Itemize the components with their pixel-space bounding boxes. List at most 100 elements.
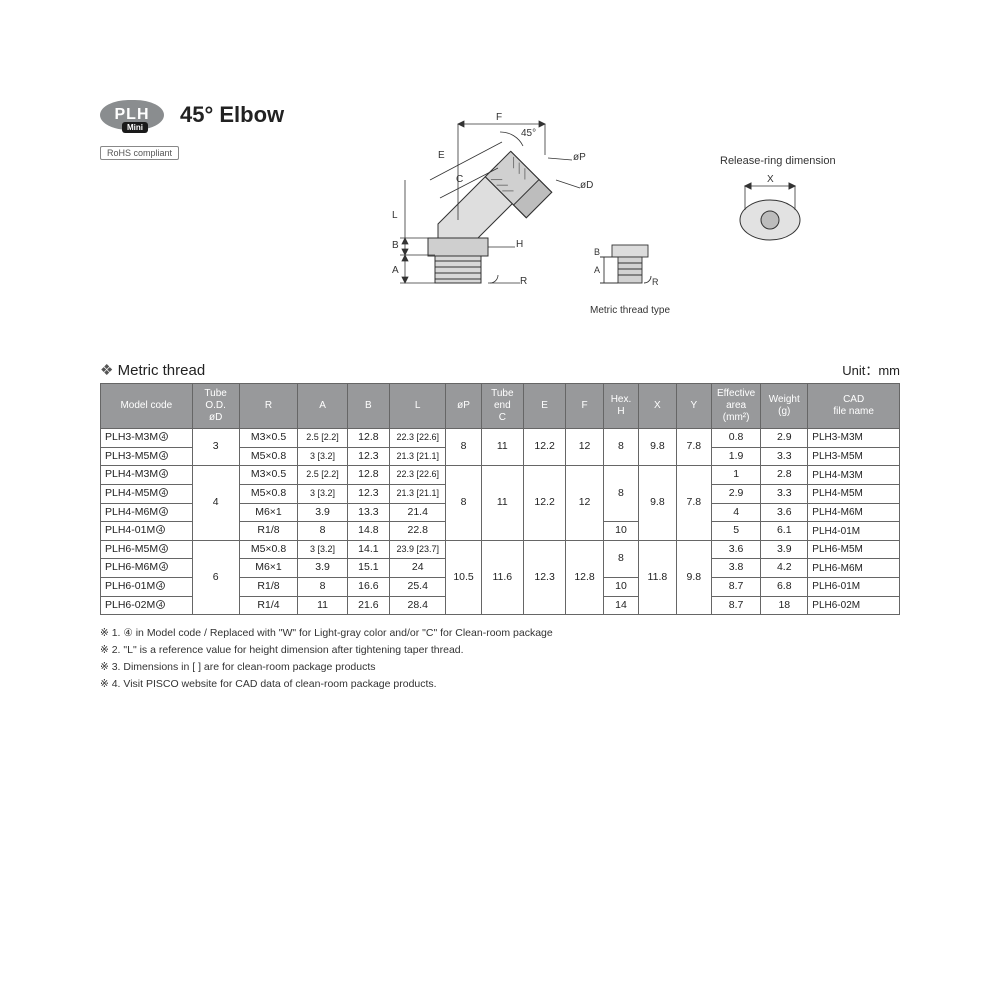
cell: 21.6	[347, 596, 389, 615]
cell: 22.3 [22.6]	[390, 429, 446, 448]
product-badge: PLH Mini	[100, 100, 170, 140]
footnote: 2. "L" is a reference value for height d…	[100, 642, 900, 659]
dim-A: A	[392, 265, 399, 276]
dim-F: F	[496, 112, 502, 123]
cell: 12.8	[347, 466, 389, 485]
col-header: Hex.H	[603, 384, 638, 429]
cell: 3.9	[761, 540, 808, 559]
table-row: PLH3-M3M43M3×0.52.5 [2.2]12.822.3 [22.6]…	[101, 429, 900, 448]
col-header: Y	[676, 384, 711, 429]
cell: 14.1	[347, 540, 389, 559]
cell: 21.3 [21.1]	[390, 484, 446, 503]
cell: M5×0.8	[239, 484, 298, 503]
cell: 2.5 [2.2]	[298, 429, 347, 448]
svg-text:A: A	[594, 265, 600, 275]
cell: 11	[481, 466, 523, 541]
cell: 5	[711, 522, 760, 541]
cell: 8	[298, 522, 347, 541]
cell: 8	[603, 540, 638, 577]
cell: 12.3	[347, 484, 389, 503]
dim-C: C	[456, 174, 463, 185]
cell: PLH6-02M	[808, 596, 900, 615]
cell: PLH6-01M	[808, 578, 900, 597]
model-code: PLH6-01M4	[101, 578, 193, 597]
page-title: 45° Elbow	[180, 102, 284, 128]
technical-diagram: A B R X F 45° E C øP øD L B A	[320, 80, 870, 325]
col-header: E	[523, 384, 565, 429]
model-code: PLH4-M3M4	[101, 466, 193, 485]
svg-text:B: B	[594, 247, 600, 257]
cell: 11	[298, 596, 347, 615]
col-header: X	[639, 384, 677, 429]
cell: 8	[298, 578, 347, 597]
cell: 10.5	[446, 540, 481, 615]
cell: PLH6-M5M	[808, 540, 900, 559]
cell: 9.8	[676, 540, 711, 615]
release-ring-label: Release-ring dimension	[720, 155, 836, 167]
cell: PLH4-M6M	[808, 503, 900, 522]
dim-E: E	[438, 150, 445, 161]
cell: 3 [3.2]	[298, 484, 347, 503]
cell: 1.9	[711, 447, 760, 466]
cell: 12.2	[523, 466, 565, 541]
svg-text:X: X	[767, 174, 774, 185]
cell: 8.7	[711, 578, 760, 597]
model-code: PLH4-M6M4	[101, 503, 193, 522]
footnotes: 1. ④ in Model code / Replaced with "W" f…	[100, 625, 900, 692]
cell: 8	[446, 429, 481, 466]
metric-thread-type-label: Metric thread type	[590, 305, 670, 316]
model-code: PLH6-M5M4	[101, 540, 193, 559]
dim-P: øP	[573, 152, 586, 163]
cell: 3 [3.2]	[298, 540, 347, 559]
cell: 28.4	[390, 596, 446, 615]
cell: 12.8	[347, 429, 389, 448]
cell: PLH6-M6M	[808, 559, 900, 578]
cell: R1/4	[239, 596, 298, 615]
footnote: 4. Visit PISCO website for CAD data of c…	[100, 676, 900, 693]
col-header: Effective area(mm²)	[711, 384, 760, 429]
col-header: Model code	[101, 384, 193, 429]
cell: M3×0.5	[239, 429, 298, 448]
col-header: B	[347, 384, 389, 429]
cell: 9.8	[639, 429, 677, 466]
cell: 4.2	[761, 559, 808, 578]
cell: R1/8	[239, 522, 298, 541]
dim-L: L	[392, 210, 398, 221]
section-header: Metric thread Unit：mm	[100, 360, 900, 379]
cell: 4	[192, 466, 239, 541]
cell: 6.8	[761, 578, 808, 597]
cell: 6	[192, 540, 239, 615]
cell: 12.3	[523, 540, 565, 615]
cell: 12	[566, 466, 604, 541]
cell: M6×1	[239, 503, 298, 522]
cell: 8	[603, 429, 638, 466]
col-header: Weight(g)	[761, 384, 808, 429]
cell: 16.6	[347, 578, 389, 597]
cell: 3.3	[761, 484, 808, 503]
cell: 22.8	[390, 522, 446, 541]
cell: 12.2	[523, 429, 565, 466]
cell: 25.4	[390, 578, 446, 597]
cell: M3×0.5	[239, 466, 298, 485]
cell: PLH4-M3M	[808, 466, 900, 485]
cell: 3.9	[298, 559, 347, 578]
model-code: PLH3-M5M4	[101, 447, 193, 466]
cell: PLH3-M3M	[808, 429, 900, 448]
cell: 11	[481, 429, 523, 466]
cell: 21.4	[390, 503, 446, 522]
cell: 3.6	[761, 503, 808, 522]
cell: 10	[603, 522, 638, 541]
cell: 7.8	[676, 429, 711, 466]
cell: M6×1	[239, 559, 298, 578]
col-header: A	[298, 384, 347, 429]
footnote: 1. ④ in Model code / Replaced with "W" f…	[100, 625, 900, 642]
col-header: øP	[446, 384, 481, 429]
col-header: L	[390, 384, 446, 429]
section-title: Metric thread	[100, 361, 205, 379]
dim-D: øD	[580, 180, 593, 191]
cell: M5×0.8	[239, 447, 298, 466]
cell: 3	[192, 429, 239, 466]
cell: 23.9 [23.7]	[390, 540, 446, 559]
cell: 11.6	[481, 540, 523, 615]
cell: 3.6	[711, 540, 760, 559]
